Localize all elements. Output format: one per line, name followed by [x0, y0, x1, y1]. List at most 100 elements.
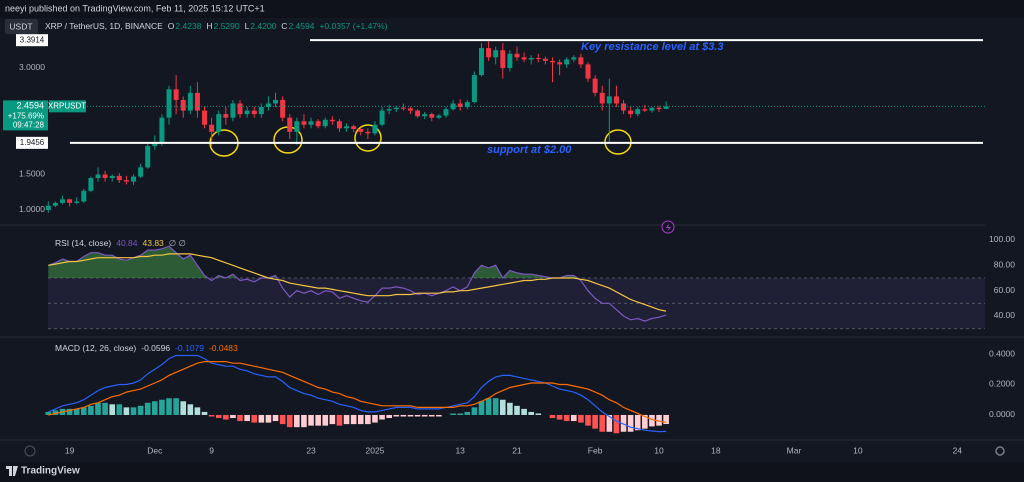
candle-body [52, 202, 58, 206]
symbol-tag [49, 100, 86, 113]
x-tick-label: Mar [787, 445, 802, 455]
y-tick-label: 100.00 [989, 234, 1015, 244]
candle-body [166, 89, 172, 118]
y-tick-label: 60.00 [994, 285, 1016, 295]
candle-body [344, 126, 350, 129]
candle-body [649, 107, 655, 111]
histogram-bar [549, 414, 556, 419]
y-tick-label: 40.00 [994, 310, 1016, 320]
histogram-bar [329, 414, 336, 425]
zoom-icon[interactable] [24, 445, 36, 457]
legend-key: O [168, 21, 175, 31]
histogram-bar [350, 414, 357, 425]
histogram-bar [428, 414, 435, 417]
y-tick-label: 1.0000 [19, 204, 45, 214]
legend-change: +0.0357 (+1.47%) [319, 21, 387, 31]
x-tick-label: 21 [512, 445, 522, 455]
footer-brand: TradingView [21, 466, 80, 477]
candle-body [663, 106, 669, 109]
histogram-bar [649, 414, 655, 427]
histogram-bar [492, 398, 499, 415]
x-tick-label: 24 [953, 445, 963, 455]
histogram-bar [308, 414, 314, 426]
candle-body [436, 115, 442, 118]
histogram-bar [80, 407, 87, 415]
level-tag-label: 3.3914 [20, 35, 45, 44]
pane-title: RSI (14, close) [55, 238, 111, 248]
candle-body [613, 96, 619, 104]
event-bolt [666, 223, 671, 232]
histogram-bar [343, 414, 350, 425]
legend-value: 43.83 [143, 238, 165, 248]
x-tick-label: 18 [711, 445, 721, 455]
histogram-bar [322, 414, 329, 426]
candle-body [244, 110, 250, 115]
histogram-bar [642, 414, 648, 429]
histogram-bar [563, 414, 570, 422]
candle-body [571, 57, 577, 60]
candle-body [542, 58, 548, 61]
logo [6, 466, 18, 476]
histogram-bar [286, 414, 293, 428]
histogram-bar [521, 408, 527, 415]
candle-body [123, 180, 129, 182]
histogram-bar [400, 414, 407, 417]
candle-body [59, 199, 65, 203]
candle-body [528, 58, 534, 60]
annotation: Key resistance level at $3.3 [581, 41, 723, 53]
candle-body [315, 121, 321, 127]
x-tick-label: 9 [209, 445, 214, 455]
histogram-bar [109, 404, 116, 415]
price-tag-value: 2.4594 [16, 101, 44, 111]
candle-body [202, 110, 208, 125]
highlight-circle [354, 124, 382, 152]
y-tick-label: 0.2000 [989, 379, 1015, 389]
x-tick-label: Dec [147, 445, 163, 455]
y-tick-label: 0.4000 [989, 348, 1015, 358]
histogram-bar [173, 398, 179, 415]
histogram-bar [144, 402, 151, 415]
histogram-bar [194, 407, 201, 415]
candle-body [422, 114, 428, 117]
candle-body [187, 92, 193, 111]
candle-body [273, 99, 279, 104]
currency[interactable]: USDT [9, 21, 32, 31]
candle-body [280, 99, 286, 118]
histogram-bar [66, 408, 73, 415]
pane-legend: MACD (12, 26, close) -0.0596 -0.1079 -0.048… [55, 343, 238, 353]
histogram-bar [379, 414, 385, 420]
histogram-bar [180, 401, 187, 415]
candle-body [635, 109, 641, 115]
histogram-bar [499, 399, 506, 415]
candle-body [145, 146, 151, 168]
histogram-bar [237, 414, 243, 422]
histogram-bar [436, 414, 442, 417]
candle-body [131, 176, 137, 182]
histogram-bar [372, 414, 378, 423]
histogram-bar [102, 402, 108, 415]
histogram-bar [485, 398, 492, 415]
currency-button[interactable] [5, 19, 38, 34]
candle-body [152, 142, 158, 147]
candle-body [138, 167, 144, 177]
y-tick-label: 0.0000 [989, 409, 1015, 419]
candle-body [336, 121, 342, 129]
annotation: support at $2.00 [487, 144, 572, 156]
candle-body [500, 50, 506, 68]
candle-body [301, 121, 307, 125]
candle-body [265, 103, 271, 108]
candle-body [557, 62, 563, 65]
candle-body [358, 129, 364, 132]
candle-body [116, 175, 122, 181]
candle-body [400, 107, 406, 109]
settings-icon[interactable] [995, 446, 1005, 456]
candle-body [287, 117, 293, 132]
histogram-bar [578, 414, 584, 423]
histogram-bar [137, 405, 144, 415]
candle-body [351, 126, 357, 130]
histogram-bar [272, 414, 279, 422]
candle-body [109, 175, 115, 179]
histogram-bar [265, 414, 272, 423]
candle-body [535, 58, 541, 60]
legend-key: C [281, 21, 287, 31]
